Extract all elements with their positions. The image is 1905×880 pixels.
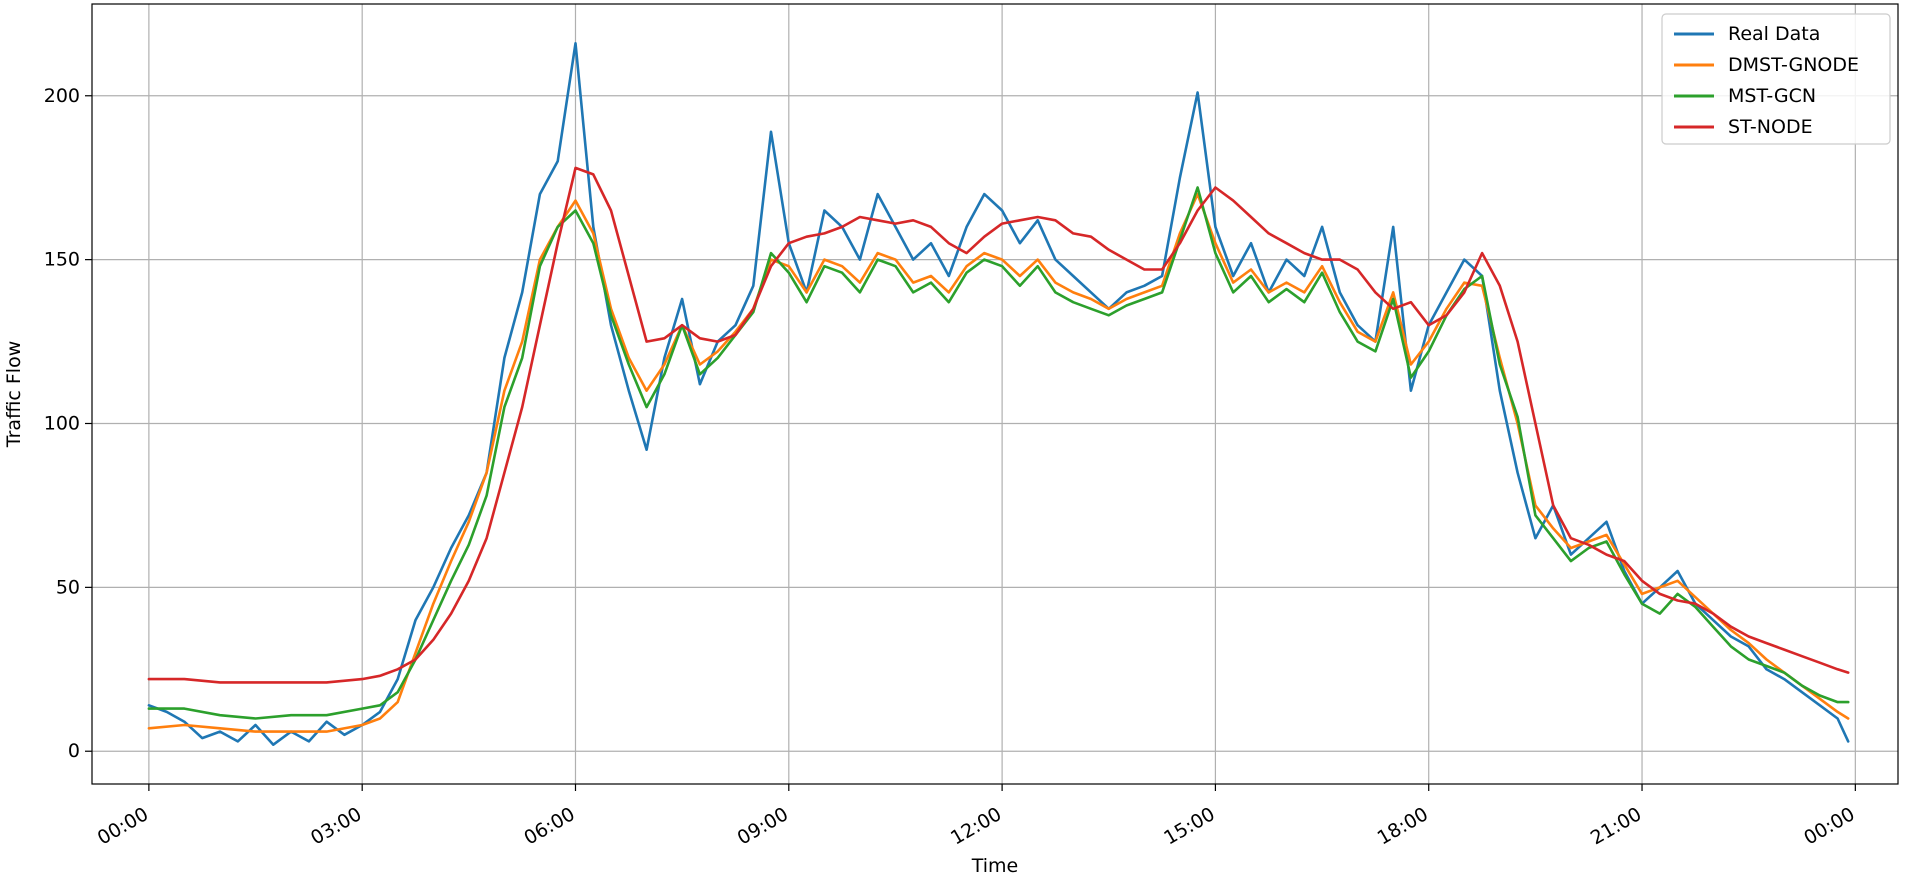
x-tick-label: 03:00 (307, 803, 365, 849)
y-tick-label: 100 (44, 412, 80, 434)
x-axis-title: Time (971, 855, 1019, 877)
y-axis-title: Traffic Flow (3, 341, 25, 449)
x-tick-label: 21:00 (1587, 803, 1645, 849)
x-tick-label: 18:00 (1374, 803, 1432, 849)
legend-label-dmst-gnode: DMST-GNODE (1728, 54, 1859, 76)
legend-label-real-data: Real Data (1728, 23, 1820, 45)
legend: Real Data DMST-GNODE MST-GCN ST-NODE (1661, 13, 1891, 145)
grid (92, 4, 1898, 784)
y-tick-label: 50 (56, 576, 80, 598)
x-tick-label: 12:00 (947, 803, 1005, 849)
series-lines (147, 42, 1850, 746)
series-line-mst-gcn (147, 186, 1850, 720)
y-tick-label: 150 (44, 249, 80, 271)
series-line-dmst-gnode (147, 192, 1850, 733)
x-axis: 00:00 03:00 06:00 09:00 12:00 15:00 18:00 21:00… (94, 784, 1859, 849)
series-line-st-node (147, 166, 1850, 684)
x-tick-label: 00:00 (94, 803, 152, 849)
plot-area-frame (91, 3, 1899, 785)
x-tick-label: 00:00 (1800, 803, 1858, 849)
series-line-real-data (147, 42, 1850, 746)
x-tick-label: 15:00 (1160, 803, 1218, 849)
legend-box (1661, 13, 1891, 145)
x-tick-label: 06:00 (520, 803, 578, 849)
y-tick-label: 200 (44, 85, 80, 107)
x-tick-label: 09:00 (734, 803, 792, 849)
legend-label-st-node: ST-NODE (1728, 116, 1813, 138)
plot-area-background (92, 4, 1898, 784)
y-axis: 0 50 100 150 200 (44, 85, 92, 762)
y-tick-label: 0 (68, 740, 80, 762)
legend-label-mst-gcn: MST-GCN (1728, 85, 1816, 107)
